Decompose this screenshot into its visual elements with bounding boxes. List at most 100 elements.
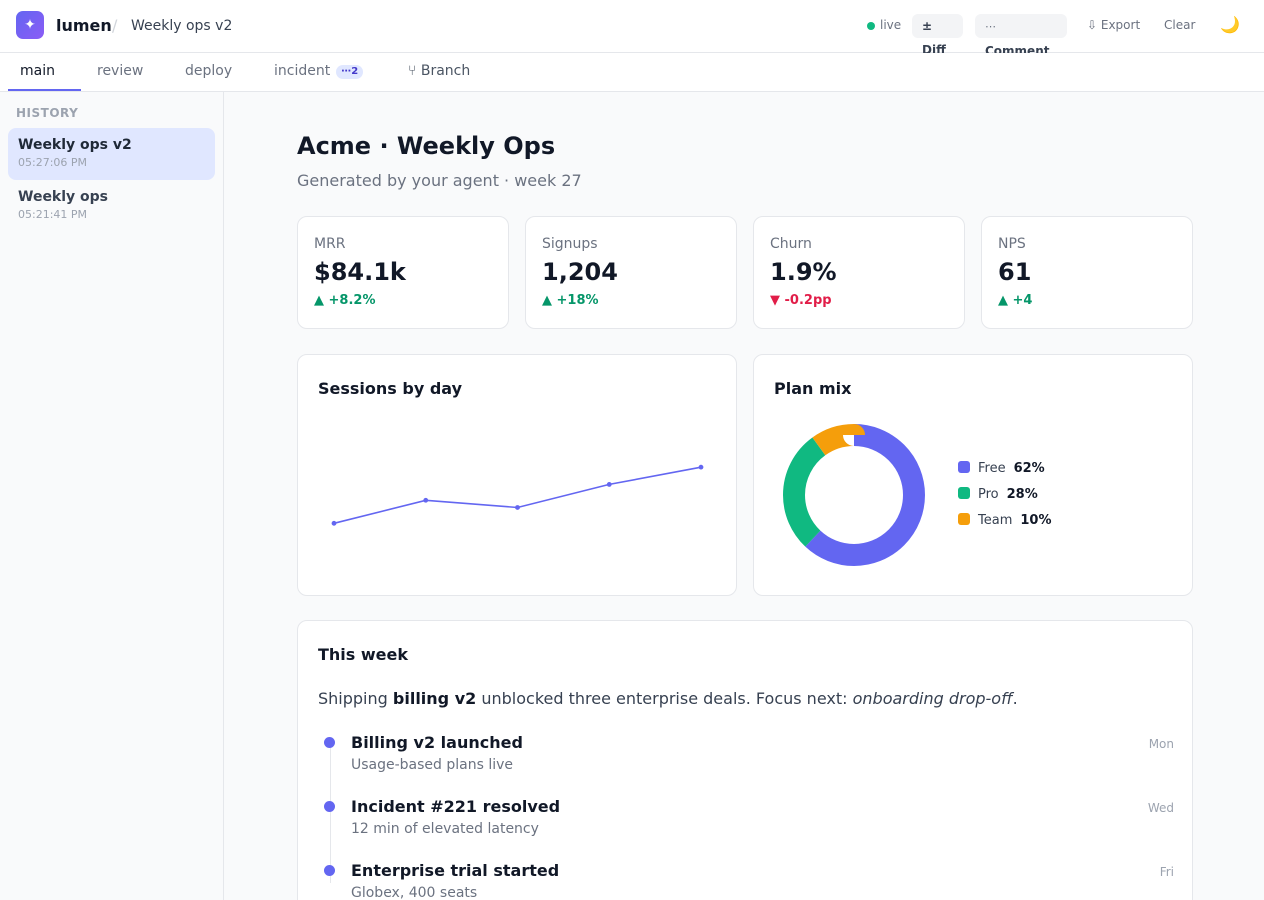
branch-button[interactable]: ⑂ Branch: [408, 63, 471, 79]
tab-incident[interactable]: incident ⋯2: [262, 53, 375, 91]
legend-label: Pro: [978, 487, 999, 502]
lumen-logo-icon[interactable]: ✦: [16, 11, 44, 39]
chart-title: Plan mix: [774, 379, 852, 398]
legend-item: Free 62%: [958, 459, 1052, 485]
incident-comment-count: 2: [351, 66, 359, 77]
event-day: Mon: [1148, 737, 1174, 751]
plan-mix-donut-chart: [783, 424, 925, 566]
history-item-time: 05:27:06 PM: [18, 156, 88, 169]
tab-review[interactable]: review: [97, 63, 144, 79]
this-week-title: This week: [318, 645, 409, 664]
summary-italic: onboarding drop-off: [852, 689, 1013, 708]
legend-item: Pro 28%: [958, 485, 1052, 511]
legend-label: Free: [978, 461, 1006, 476]
tab-main[interactable]: main: [8, 53, 81, 91]
kpi-delta: ▲ +8.2%: [314, 293, 376, 308]
history-item[interactable]: Weekly ops v2 05:27:06 PM: [8, 128, 215, 180]
kpi-label: MRR: [314, 236, 346, 252]
top-header: ✦ lumen / Weekly ops v2 live ± Diff ⋯Com…: [0, 0, 1264, 58]
kpi-card-signups: Signups 1,204 ▲ +18%: [525, 216, 737, 329]
history-item-title: Weekly ops v2: [18, 137, 132, 153]
this-week-card: This week Shipping billing v2 unblocked …: [297, 620, 1193, 900]
timeline-dot-icon: [324, 737, 335, 748]
plan-mix-chart-card: Plan mix Free 62% Pro 28% Team 10%: [753, 354, 1193, 596]
diff-button[interactable]: ± Diff: [912, 14, 963, 57]
event-detail: 12 min of elevated latency: [351, 821, 539, 837]
timeline-event: Enterprise trial started Globex, 400 sea…: [318, 861, 1174, 900]
sessions-point: [698, 464, 704, 470]
legend-value: 62%: [1013, 461, 1045, 476]
kpi-delta: ▲ +18%: [542, 293, 599, 308]
event-detail: Usage-based plans live: [351, 757, 514, 773]
donut-slice-pro: [783, 424, 925, 566]
brand-name: lumen: [56, 16, 112, 35]
incident-comment-badge: ⋯2: [336, 65, 364, 79]
timeline-event: Incident #221 resolved 12 min of elevate…: [318, 797, 1174, 849]
tab-incident-label: incident: [274, 63, 331, 79]
timeline-dot-icon: [324, 801, 335, 812]
event-title: Enterprise trial started: [351, 861, 560, 880]
history-item-time: 05:21:41 PM: [18, 208, 88, 221]
event-day: Wed: [1147, 801, 1174, 815]
timeline-line: [330, 743, 331, 883]
event-title: Billing v2 launched: [351, 733, 523, 752]
history-item[interactable]: Weekly ops 05:21:41 PM: [8, 180, 215, 232]
branch-tab-bar: main review deploy incident ⋯2 ⑂ Branch: [0, 53, 1264, 92]
clear-button[interactable]: Clear: [1164, 18, 1196, 32]
kpi-value: 1,204: [542, 258, 618, 286]
summary-mid: unblocked three enterprise deals. Focus …: [476, 689, 853, 708]
kpi-label: Churn: [770, 236, 812, 252]
report-canvas: Acme · Weekly Ops Generated by your agen…: [224, 92, 1264, 900]
sessions-line-chart: [331, 464, 704, 526]
kpi-delta: ▲ +4: [998, 293, 1033, 308]
donut-slice-team: [783, 424, 925, 566]
legend-value: 28%: [1006, 487, 1038, 502]
page-subtitle: Generated by your agent · week 27: [297, 171, 582, 190]
live-status-dot-icon: [867, 22, 875, 30]
page-title: Acme · Weekly Ops: [297, 132, 556, 160]
event-day: Fri: [1159, 865, 1174, 879]
chart-title: Sessions by day: [318, 379, 463, 398]
comment-icon: ⋯: [985, 20, 996, 33]
breadcrumb-separator: /: [112, 16, 118, 35]
comment-button[interactable]: ⋯Comment: [975, 14, 1067, 58]
export-button[interactable]: ⇩ Export: [1087, 18, 1141, 32]
event-detail: Globex, 400 seats: [351, 885, 478, 900]
summary-bold: billing v2: [392, 689, 477, 708]
kpi-card-mrr: MRR $84.1k ▲ +8.2%: [297, 216, 509, 329]
kpi-value: 1.9%: [770, 258, 837, 286]
kpi-delta: ▼ -0.2pp: [770, 293, 832, 308]
timeline-dot-icon: [324, 865, 335, 876]
sessions-point: [606, 482, 612, 487]
plan-mix-legend: Free 62% Pro 28% Team 10%: [958, 459, 1052, 537]
sessions-line: [333, 466, 702, 525]
sessions-point: [515, 505, 520, 510]
week-summary: Shipping billing v2 unblocked three ente…: [318, 689, 1018, 708]
legend-swatch: [958, 487, 970, 499]
breadcrumb-current: Weekly ops v2: [131, 18, 233, 34]
kpi-label: Signups: [542, 236, 598, 252]
legend-swatch: [958, 461, 970, 473]
legend-swatch: [958, 513, 970, 525]
history-item-title: Weekly ops: [18, 189, 109, 205]
moon-icon[interactable]: 🌙: [1220, 15, 1240, 34]
tab-deploy[interactable]: deploy: [185, 63, 233, 79]
sessions-point: [331, 520, 337, 526]
summary-prefix: Shipping: [318, 689, 393, 708]
event-title: Incident #221 resolved: [351, 797, 561, 816]
kpi-label: NPS: [998, 236, 1026, 252]
kpi-value: $84.1k: [314, 258, 406, 286]
kpi-card-churn: Churn 1.9% ▼ -0.2pp: [753, 216, 965, 329]
kpi-card-nps: NPS 61 ▲ +4: [981, 216, 1193, 329]
sessions-point: [423, 497, 429, 503]
history-heading: HISTORY: [16, 106, 79, 120]
legend-label: Team: [978, 513, 1013, 528]
history-sidebar: HISTORY Weekly ops v2 05:27:06 PM Weekly…: [0, 92, 224, 900]
legend-item: Team 10%: [958, 511, 1052, 537]
kpi-value: 61: [998, 258, 1032, 286]
sessions-chart-card: Sessions by day: [297, 354, 737, 596]
summary-suffix: .: [1012, 689, 1018, 708]
timeline-event: Billing v2 launched Usage-based plans li…: [318, 733, 1174, 785]
live-status-label: live: [880, 18, 902, 32]
legend-value: 10%: [1020, 513, 1052, 528]
